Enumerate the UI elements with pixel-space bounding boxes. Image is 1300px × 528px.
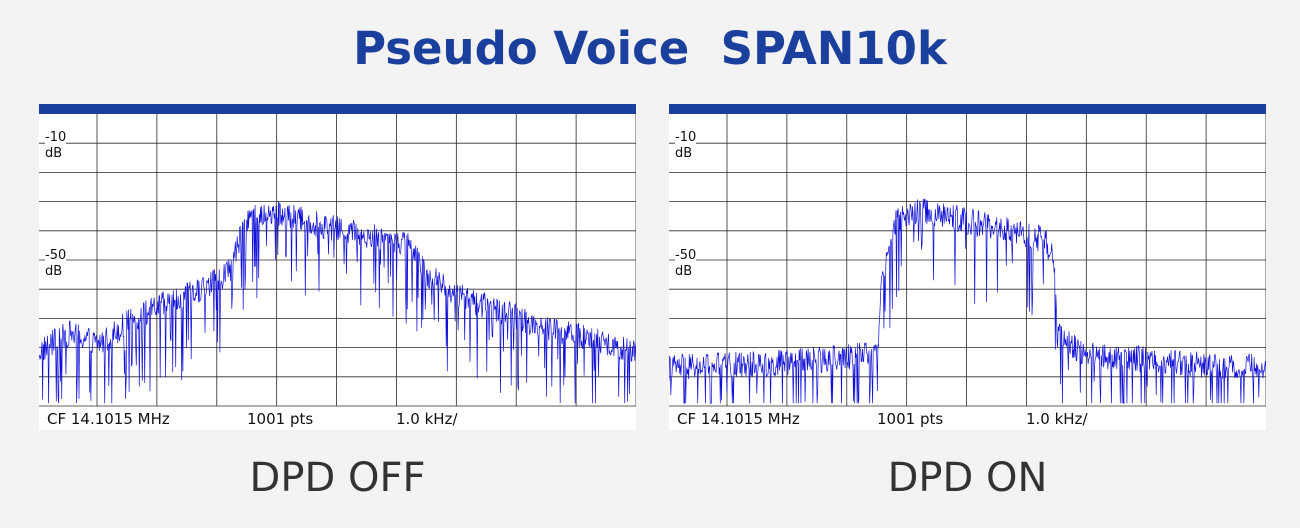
- ref-level-unit: dB: [45, 264, 63, 279]
- ref-level-label-top: -10 dB: [675, 130, 697, 162]
- ref-level-unit: dB: [675, 146, 693, 161]
- center-frequency-label: CF 14.1015 MHz: [677, 410, 800, 428]
- spectrum-panel-dpd-on: -10 dB -50 dB CF 14.1015 MHz 1001 pts 1.…: [669, 104, 1266, 430]
- spectrum-panel-dpd-off: -10 dB -50 dB CF 14.1015 MHz 1001 pts 1.…: [39, 104, 636, 430]
- ref-level-value: -10: [675, 130, 697, 145]
- spectrum-trace: [39, 200, 636, 404]
- ref-level-unit: dB: [675, 264, 693, 279]
- points-label: 1001 pts: [247, 410, 314, 428]
- ref-level-value: -50: [675, 248, 697, 263]
- span-per-division-label: 1.0 kHz/: [396, 410, 458, 428]
- ref-level-value: -50: [45, 248, 67, 263]
- ref-level-unit: dB: [45, 146, 63, 161]
- ref-level-value: -10: [45, 130, 67, 145]
- center-frequency-label: CF 14.1015 MHz: [47, 410, 170, 428]
- panel-header-bar: [39, 104, 636, 114]
- ref-level-label-mid: -50 dB: [45, 248, 67, 280]
- grid: [39, 114, 636, 407]
- points-label: 1001 pts: [877, 410, 944, 428]
- spectrum-plot-dpd-off: [39, 114, 636, 407]
- page-title: Pseudo Voice SPAN10k: [353, 22, 947, 75]
- caption-dpd-off: DPD OFF: [249, 455, 426, 501]
- caption-dpd-on: DPD ON: [887, 455, 1048, 501]
- spectrum-trace: [669, 198, 1266, 404]
- panel-header-bar: [669, 104, 1266, 114]
- span-per-division-label: 1.0 kHz/: [1026, 410, 1088, 428]
- ref-level-label-mid: -50 dB: [675, 248, 697, 280]
- spectrum-plot-dpd-on: [669, 114, 1266, 407]
- ref-level-label-top: -10 dB: [45, 130, 67, 162]
